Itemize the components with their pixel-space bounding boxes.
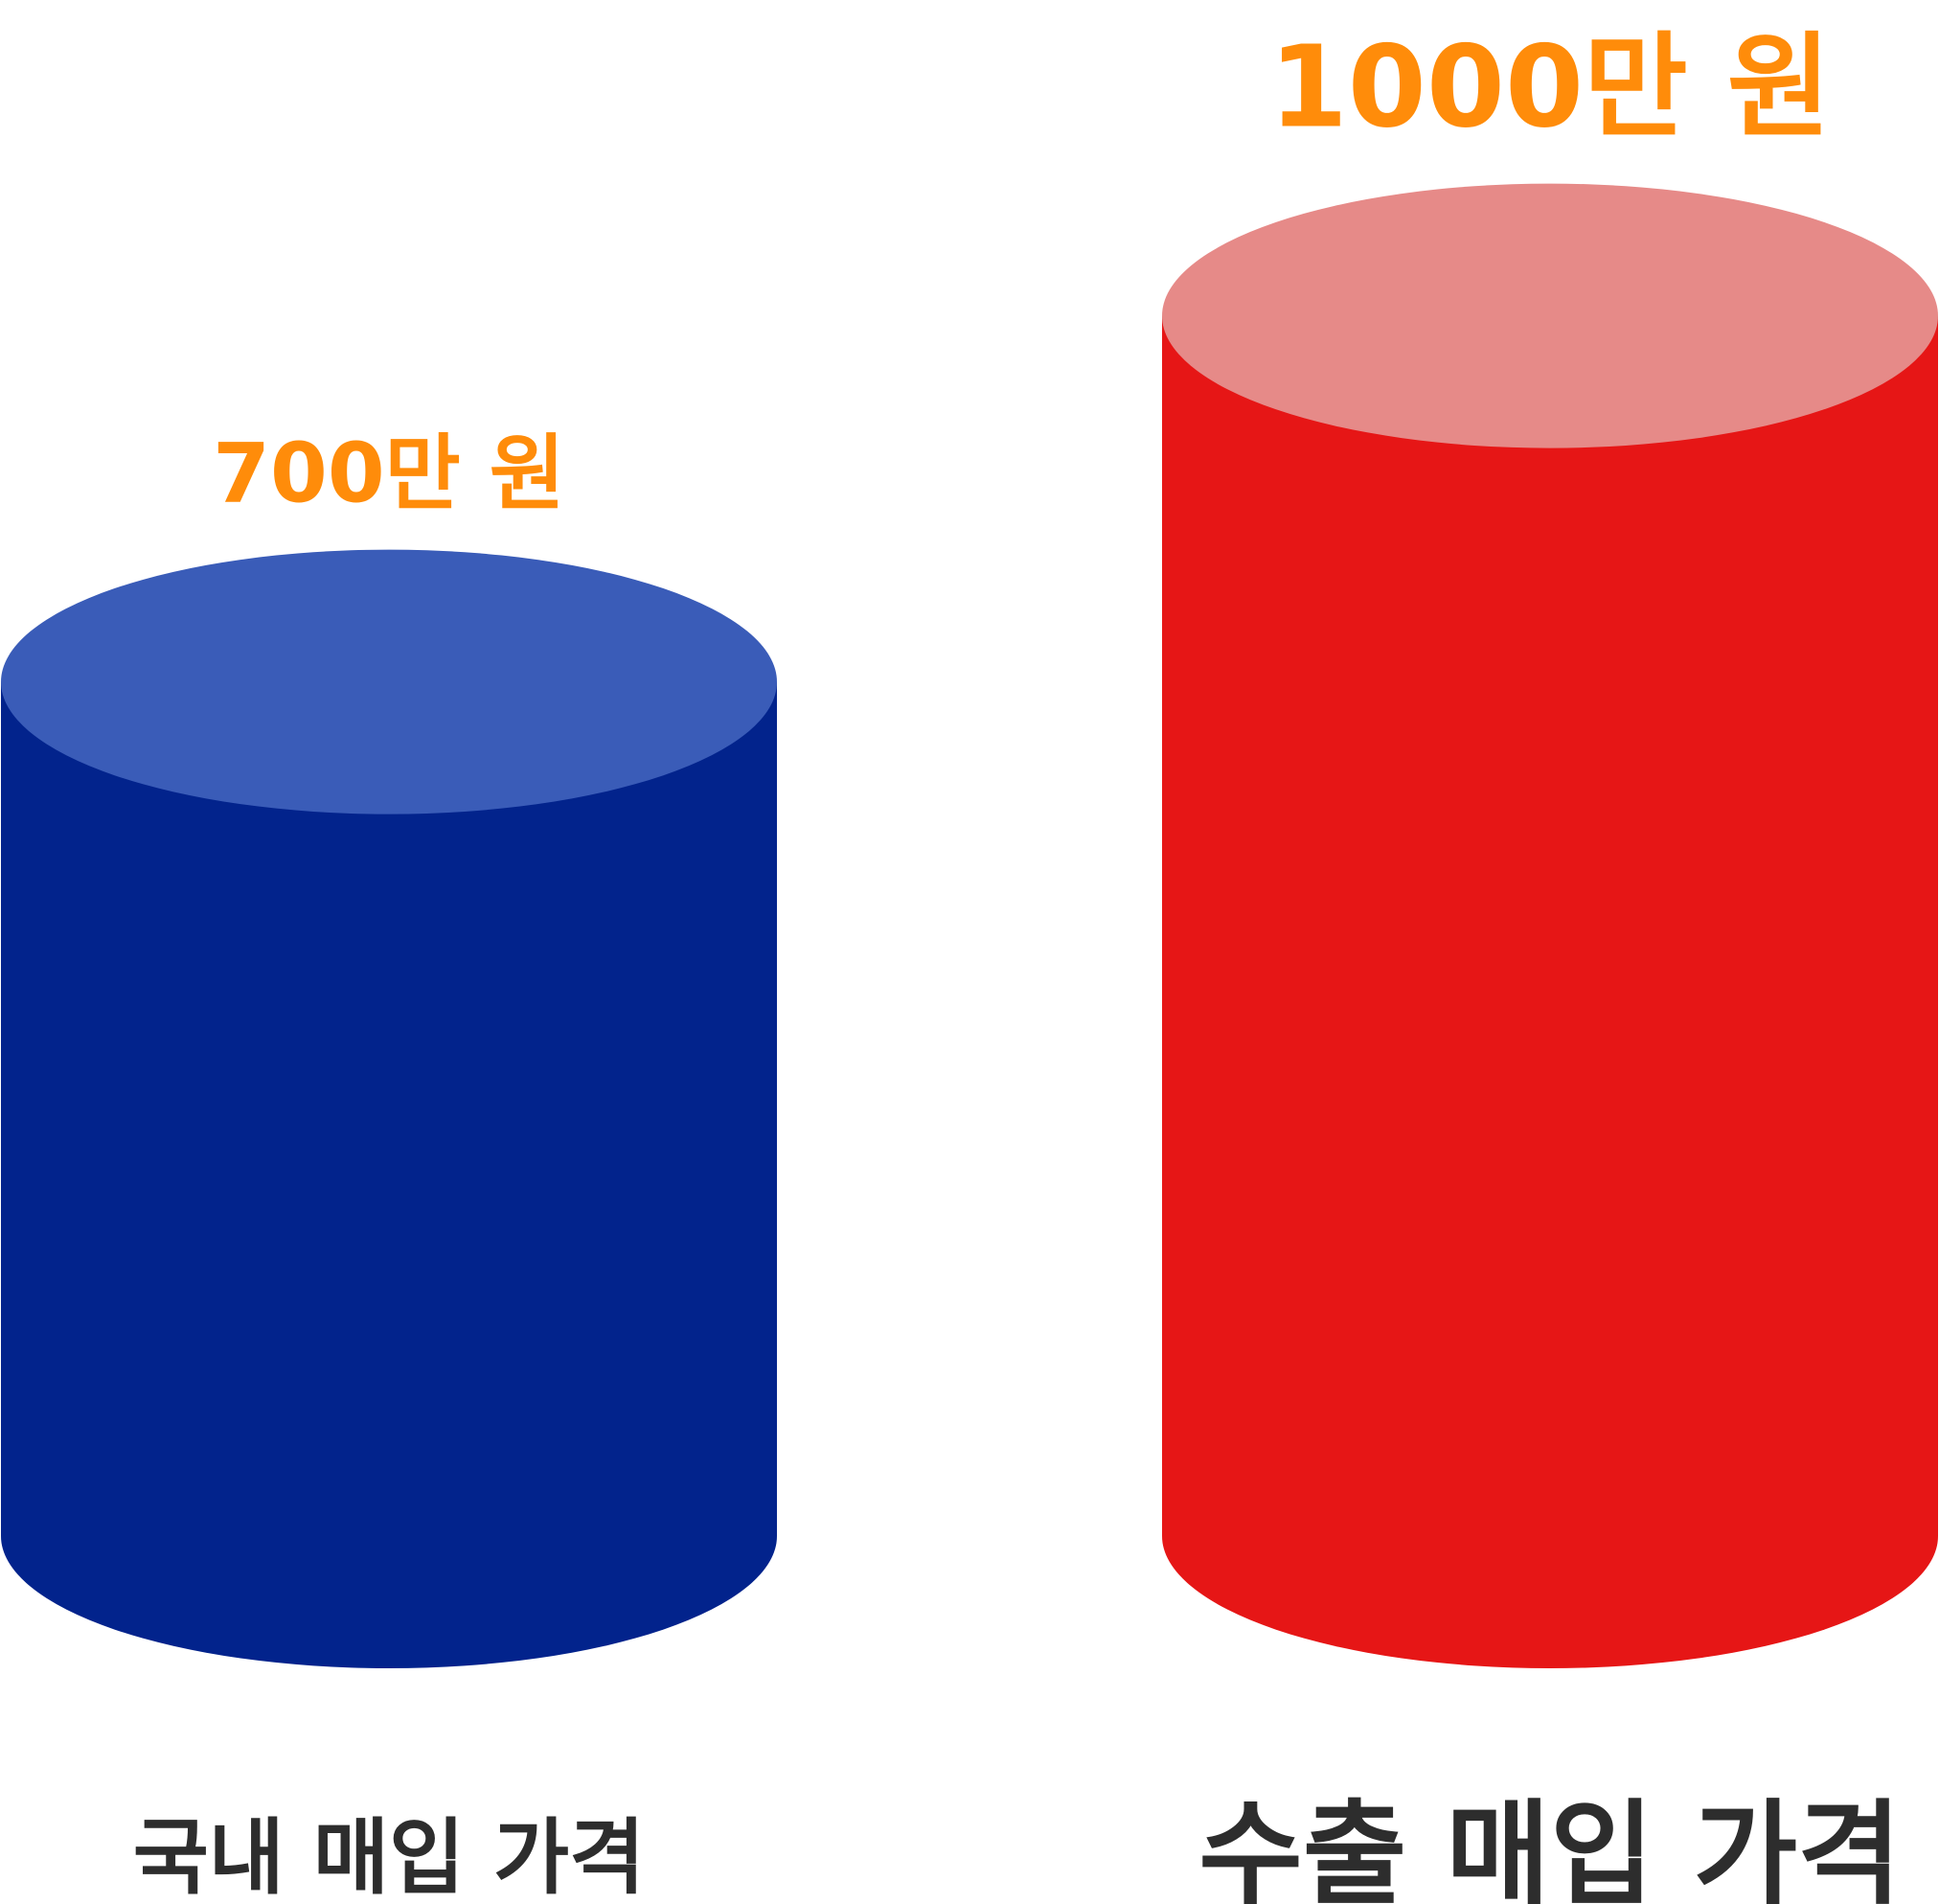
bar-export-body	[1162, 315, 1938, 1669]
bar-export-top	[1162, 183, 1938, 448]
value-label-export: 1000만 원	[1269, 21, 1832, 153]
bars-layer	[1, 183, 1938, 1669]
bar-domestic-body	[1, 681, 777, 1668]
bar-domestic-top	[1, 549, 777, 814]
value-label-domestic: 700만 원	[213, 426, 565, 522]
labels-layer: 700만 원국내 매입 가격 1000만 원수출 매입 가격	[133, 21, 1902, 1904]
category-label-domestic: 국내 매입 가격	[133, 1810, 646, 1904]
category-label-export: 수출 매입 가격	[1198, 1788, 1902, 1904]
